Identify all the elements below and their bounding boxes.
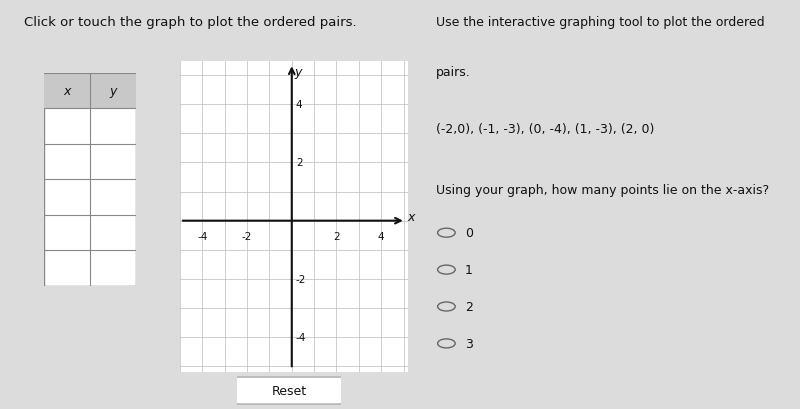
FancyBboxPatch shape — [44, 74, 136, 109]
Text: 2: 2 — [296, 158, 302, 168]
Text: 3: 3 — [465, 337, 473, 350]
Text: Reset: Reset — [271, 384, 306, 397]
Text: pairs.: pairs. — [436, 65, 470, 79]
Text: y: y — [294, 66, 302, 79]
Text: Click or touch the graph to plot the ordered pairs.: Click or touch the graph to plot the ord… — [24, 16, 357, 29]
Text: 2: 2 — [333, 231, 340, 241]
Text: 2: 2 — [465, 300, 473, 313]
Text: 0: 0 — [465, 227, 473, 240]
Text: x: x — [407, 210, 414, 223]
Text: Using your graph, how many points lie on the x-axis?: Using your graph, how many points lie on… — [436, 184, 769, 197]
Text: -2: -2 — [296, 274, 306, 284]
Text: 1: 1 — [465, 263, 473, 276]
Text: x: x — [63, 85, 70, 98]
Text: 4: 4 — [296, 100, 302, 110]
Text: 4: 4 — [378, 231, 385, 241]
Text: -4: -4 — [296, 333, 306, 342]
Text: -4: -4 — [197, 231, 207, 241]
Text: y: y — [110, 85, 117, 98]
FancyBboxPatch shape — [44, 74, 136, 286]
Text: -2: -2 — [242, 231, 252, 241]
FancyBboxPatch shape — [234, 377, 344, 404]
Text: Use the interactive graphing tool to plot the ordered: Use the interactive graphing tool to plo… — [436, 16, 765, 29]
Text: (-2,0), (-1, -3), (0, -4), (1, -3), (2, 0): (-2,0), (-1, -3), (0, -4), (1, -3), (2, … — [436, 123, 654, 136]
